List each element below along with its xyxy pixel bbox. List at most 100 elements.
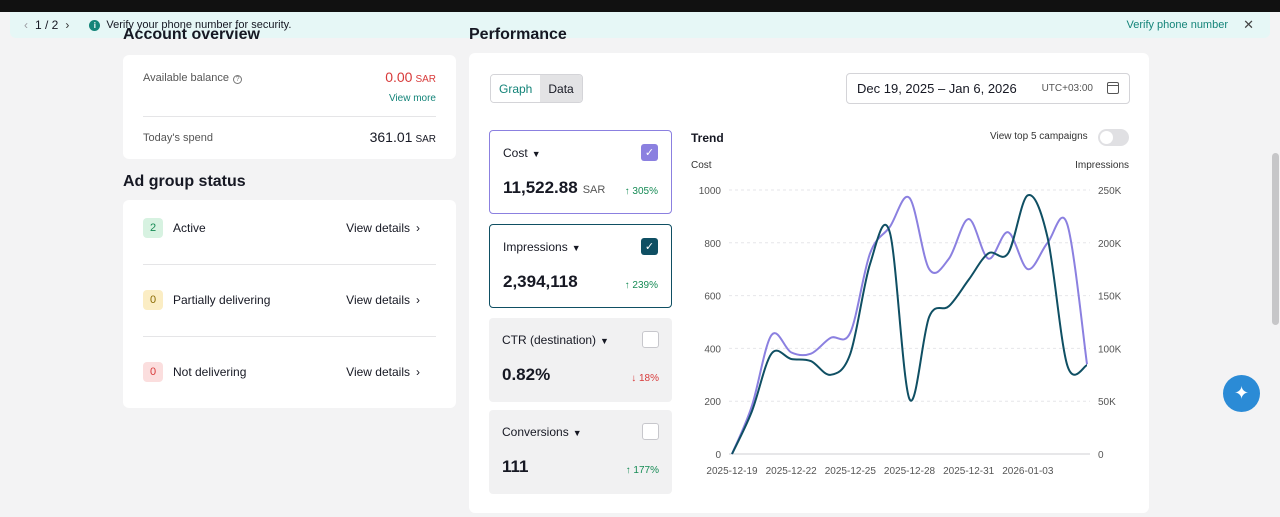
calendar-icon (1107, 82, 1119, 94)
y2-tick-label: 100K (1098, 344, 1122, 355)
metric-unit: SAR (582, 184, 606, 196)
metric-value: 0.82% (502, 365, 551, 384)
x-tick-label: 2025-12-25 (825, 466, 877, 477)
y-axis-label-right: Impressions (1075, 160, 1129, 171)
x-tick-label: 2025-12-19 (706, 466, 758, 477)
balance-amount: 0.00 (385, 69, 413, 85)
view-details-label: View details (346, 365, 410, 379)
y-tick-label: 400 (704, 344, 721, 355)
series-line-cost (731, 195, 1088, 455)
chevron-right-icon: › (416, 365, 420, 379)
view-details-button[interactable]: View details › (346, 293, 420, 307)
tab-data[interactable]: Data (540, 75, 582, 102)
metric-change: ↑ 177% (625, 465, 659, 476)
date-range-picker[interactable]: Dec 19, 2025 – Jan 6, 2026 UTC+03:00 (846, 73, 1130, 104)
scrollbar[interactable] (1272, 153, 1279, 325)
chevron-down-icon: ▼ (600, 336, 609, 346)
prev-arrow-icon[interactable]: ‹ (24, 18, 28, 32)
spend-value: 361.01 SAR (370, 129, 436, 145)
info-icon: i (89, 19, 101, 31)
verify-phone-link[interactable]: Verify phone number (1126, 19, 1228, 31)
trend-title: Trend (691, 131, 724, 145)
y2-tick-label: 200K (1098, 239, 1122, 250)
chevron-down-icon: ▼ (531, 149, 541, 159)
balance-unit: SAR (415, 74, 436, 85)
ad-group-status-card: 2 Active View details › 0 Partially deliv… (123, 200, 456, 408)
metric-change-text: 239% (632, 280, 658, 291)
metric-change: ↑ 239% (624, 280, 658, 291)
y2-tick-label: 0 (1098, 450, 1104, 461)
y2-tick-label: 250K (1098, 186, 1122, 197)
close-icon[interactable]: ✕ (1243, 17, 1254, 32)
spend-amount: 361.01 (369, 129, 413, 145)
timezone-text: UTC+03:00 (1041, 83, 1093, 94)
metric-card-impressions[interactable]: Impressions ▼ ✓ 2,394,118 ↑ 239% (489, 224, 672, 308)
top5-toggle[interactable] (1098, 129, 1129, 146)
assistant-button[interactable]: ✦ (1223, 375, 1260, 412)
metric-change: ↓ 18% (631, 373, 659, 384)
account-overview-title: Account overview (123, 26, 260, 43)
metric-change-text: 305% (632, 186, 658, 197)
divider (143, 116, 436, 117)
metric-name-text: CTR (destination) (502, 333, 597, 347)
metric-card-ctr[interactable]: CTR (destination) ▼ 0.82% ↓ 18% (489, 318, 672, 402)
balance-value: 0.00 SAR (385, 69, 436, 85)
tab-graph[interactable]: Graph (491, 75, 541, 102)
y-tick-label: 600 (704, 292, 721, 303)
view-more-link[interactable]: View more (388, 93, 436, 104)
status-badge: 0 (143, 290, 163, 310)
sparkle-icon: ✦ (1233, 383, 1250, 403)
metric-checkbox[interactable]: ✓ (641, 238, 658, 255)
view-details-button[interactable]: View details › (346, 365, 420, 379)
status-row-not-delivering: 0 Not delivering View details › (143, 362, 436, 382)
balance-label: Available balance? (143, 72, 243, 84)
metric-name-text: Conversions (502, 425, 569, 439)
account-overview-card: Available balance? 0.00 SAR View more Tod… (123, 55, 456, 159)
metric-change-text: 177% (633, 465, 659, 476)
balance-label-text: Available balance (143, 72, 230, 84)
spend-unit: SAR (415, 134, 436, 145)
metric-card-cost[interactable]: Cost ▼ ✓ 11,522.88 SAR ↑ 305% (489, 130, 672, 214)
help-icon[interactable]: ? (233, 75, 243, 84)
chevron-right-icon: › (416, 221, 420, 235)
metric-card-conversions[interactable]: Conversions ▼ 111 ↑ 177% (489, 410, 672, 494)
metric-name-text: Cost (503, 146, 528, 160)
series-line-impressions (731, 194, 1088, 455)
metric-name-text: Impressions (503, 240, 568, 254)
spend-label: Today's spend (143, 132, 213, 144)
status-badge: 2 (143, 218, 163, 238)
metric-checkbox[interactable] (642, 331, 659, 348)
x-tick-label: 2025-12-22 (766, 466, 818, 477)
date-range-text: Dec 19, 2025 – Jan 6, 2026 (857, 81, 1017, 96)
notification-banner: ‹ 1 / 2 › i Verify your phone number for… (10, 12, 1270, 38)
y-tick-label: 1000 (699, 186, 722, 197)
status-label: Partially delivering (173, 293, 271, 307)
y-tick-label: 200 (704, 397, 721, 408)
metric-value: 111 (502, 457, 529, 476)
metric-name[interactable]: Conversions ▼ (502, 425, 582, 439)
status-badge: 0 (143, 362, 163, 382)
y2-tick-label: 50K (1098, 397, 1116, 408)
status-label: Active (173, 221, 206, 235)
metric-change: ↑ 305% (624, 186, 658, 197)
performance-card: Graph Data Dec 19, 2025 – Jan 6, 2026 UT… (469, 53, 1149, 513)
metric-name[interactable]: CTR (destination) ▼ (502, 333, 609, 347)
metric-checkbox[interactable] (642, 423, 659, 440)
metric-value: 11,522.88 SAR (503, 178, 605, 198)
metric-value-text: 11,522.88 (503, 178, 578, 197)
metric-name[interactable]: Impressions ▼ (503, 240, 581, 254)
metric-name[interactable]: Cost ▼ (503, 146, 541, 160)
performance-title: Performance (469, 26, 567, 43)
pager-text: 1 / 2 (35, 18, 59, 32)
x-tick-label: 2026-01-03 (1002, 466, 1054, 477)
ad-group-status-title: Ad group status (123, 173, 246, 190)
top5-label: View top 5 campaigns (990, 131, 1088, 142)
view-toggle: Graph Data (490, 74, 583, 103)
metric-checkbox[interactable]: ✓ (641, 144, 658, 161)
divider (143, 336, 436, 337)
view-details-button[interactable]: View details › (346, 221, 420, 235)
next-arrow-icon[interactable]: › (65, 18, 70, 32)
status-label: Not delivering (173, 365, 247, 379)
y-tick-label: 0 (715, 450, 721, 461)
metric-value: 2,394,118 (503, 272, 578, 291)
